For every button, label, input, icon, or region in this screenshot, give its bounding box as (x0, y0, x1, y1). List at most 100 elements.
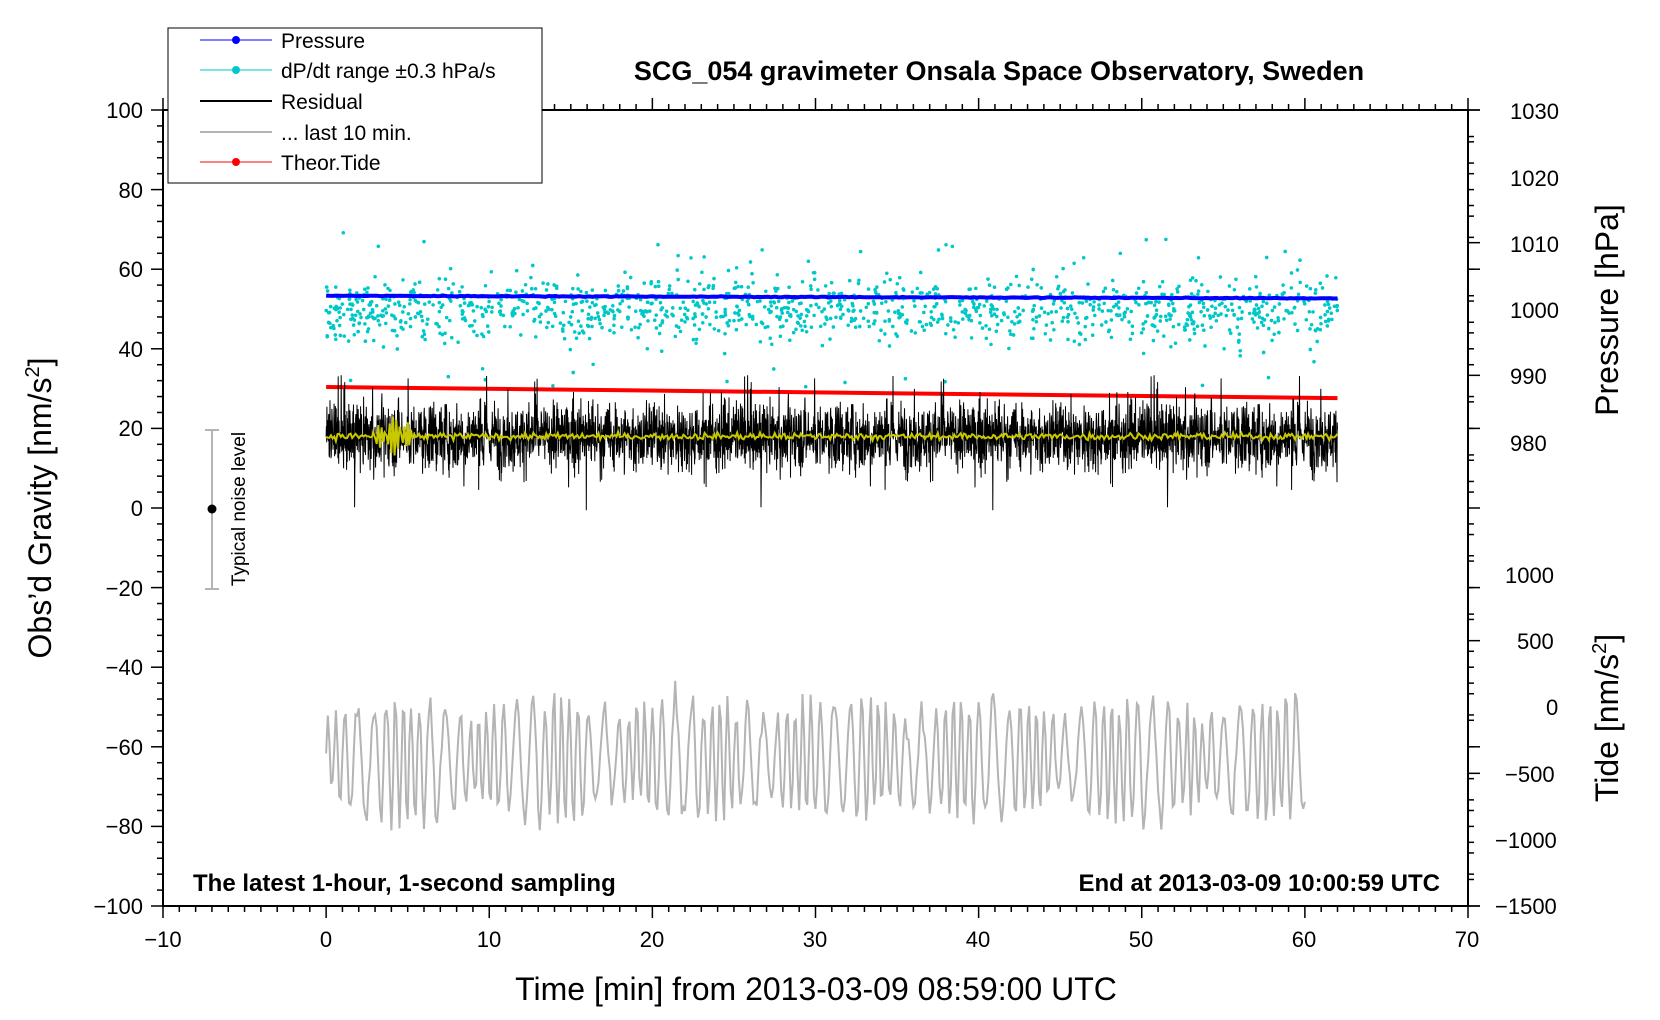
dpdt-point (1115, 290, 1119, 294)
dpdt-point (1102, 301, 1106, 306)
dpdt-point (665, 309, 669, 313)
dpdt-point (887, 344, 892, 348)
dpdt-point (1046, 312, 1050, 316)
dpdt-point (1029, 336, 1034, 340)
dpdt-point (642, 314, 646, 318)
dpdt-point (1202, 305, 1206, 309)
dpdt-point (800, 328, 804, 332)
dpdt-point (1210, 304, 1214, 308)
dpdt-point (544, 309, 548, 313)
dpdt-point (1196, 292, 1200, 296)
dpdt-point (1240, 310, 1244, 314)
dpdt-point (1114, 302, 1118, 307)
dpdt-point (723, 307, 727, 312)
dpdt-point (1034, 320, 1039, 324)
dpdt-point (1021, 308, 1025, 313)
dpdt-point (356, 329, 360, 334)
dpdt-point (681, 300, 685, 304)
dpdt-point (1158, 319, 1163, 323)
dpdt-point (576, 319, 581, 323)
dpdt-point (1305, 284, 1309, 288)
dpdt-point (780, 311, 784, 315)
dpdt-point (335, 319, 339, 323)
dpdt-point (913, 304, 917, 308)
dpdt-point (1149, 300, 1153, 305)
dpdt-point (1211, 314, 1216, 318)
dpdt-point (1325, 300, 1330, 304)
dpdt-point (593, 303, 597, 308)
dpdt-point (1151, 338, 1156, 343)
dpdt-point (587, 336, 592, 341)
dpdt-point (534, 306, 538, 310)
dpdt-point (499, 298, 503, 302)
dpdt-point (554, 284, 559, 288)
dpdt-point (974, 307, 978, 312)
dpdt-point (1039, 286, 1044, 290)
dpdt-point (1277, 330, 1281, 335)
dpdt-point (413, 315, 418, 319)
dpdt-point (1065, 315, 1070, 319)
annotation-bottom-right: End at 2013-03-09 10:00:59 UTC (1079, 870, 1441, 897)
dpdt-point (974, 286, 978, 291)
dpdt-point (376, 244, 380, 248)
dpdt-point (933, 292, 938, 296)
dpdt-point (388, 298, 392, 302)
dpdt-point (1307, 310, 1312, 314)
dpdt-point (751, 314, 755, 319)
dpdt-point (1052, 328, 1056, 332)
dpdt-point (579, 324, 583, 328)
dpdt-point (777, 299, 781, 303)
dpdt-point (895, 282, 899, 286)
dpdt-point (399, 325, 403, 330)
dpdt-point (1298, 280, 1302, 285)
dpdt-point (745, 299, 749, 304)
dpdt-point (763, 325, 767, 330)
dpdt-point (523, 283, 528, 287)
dpdt-point (359, 315, 363, 320)
y-axis-label-text: Obs’d Gravity [nm/s (22, 378, 58, 659)
dpdt-point (1066, 320, 1070, 324)
dpdt-point (689, 256, 693, 260)
dpdt-point (694, 337, 699, 341)
dpdt-point (1226, 308, 1230, 312)
dpdt-point (460, 285, 464, 289)
dpdt-point (989, 342, 993, 347)
dpdt-point (678, 306, 682, 310)
dpdt-point (349, 307, 353, 312)
dpdt-point (984, 324, 988, 328)
legend: Pressure dP/dt range ±0.3 hPa/s Residual… (167, 27, 543, 184)
dpdt-point (835, 303, 840, 308)
x-tick-label: 60 (1292, 927, 1316, 952)
dpdt-point (537, 301, 541, 306)
dpdt-point (1188, 278, 1193, 282)
dpdt-point (1097, 307, 1101, 311)
dpdt-point (696, 303, 700, 307)
dpdt-point (809, 325, 814, 329)
dpdt-point (723, 310, 727, 314)
dpdt-point (558, 321, 563, 325)
dpdt-point (539, 312, 543, 316)
tide-tick-label: 500 (1517, 629, 1554, 654)
y-axis-label: Obs’d Gravity [nm/s2] (22, 358, 58, 659)
dpdt-point (1323, 303, 1327, 307)
dpdt-point (386, 286, 390, 291)
dpdt-point (425, 322, 429, 326)
dpdt-point (1049, 310, 1054, 314)
dpdt-point (1073, 311, 1077, 315)
dpdt-point (1072, 261, 1076, 265)
dpdt-point (763, 305, 767, 309)
dpdt-point (1315, 339, 1319, 344)
dpdt-point (912, 299, 916, 303)
dpdt-point (812, 277, 817, 281)
dpdt-point (348, 378, 353, 383)
dpdt-point (483, 307, 487, 311)
dpdt-point (734, 266, 739, 270)
noise-label: Typical noise level (229, 432, 250, 586)
dpdt-point (940, 313, 944, 318)
dpdt-point (481, 314, 485, 319)
plot-area (324, 231, 1340, 831)
dpdt-point (513, 311, 517, 316)
dpdt-point (616, 308, 620, 312)
dpdt-point (781, 324, 785, 328)
dpdt-point (820, 343, 825, 348)
